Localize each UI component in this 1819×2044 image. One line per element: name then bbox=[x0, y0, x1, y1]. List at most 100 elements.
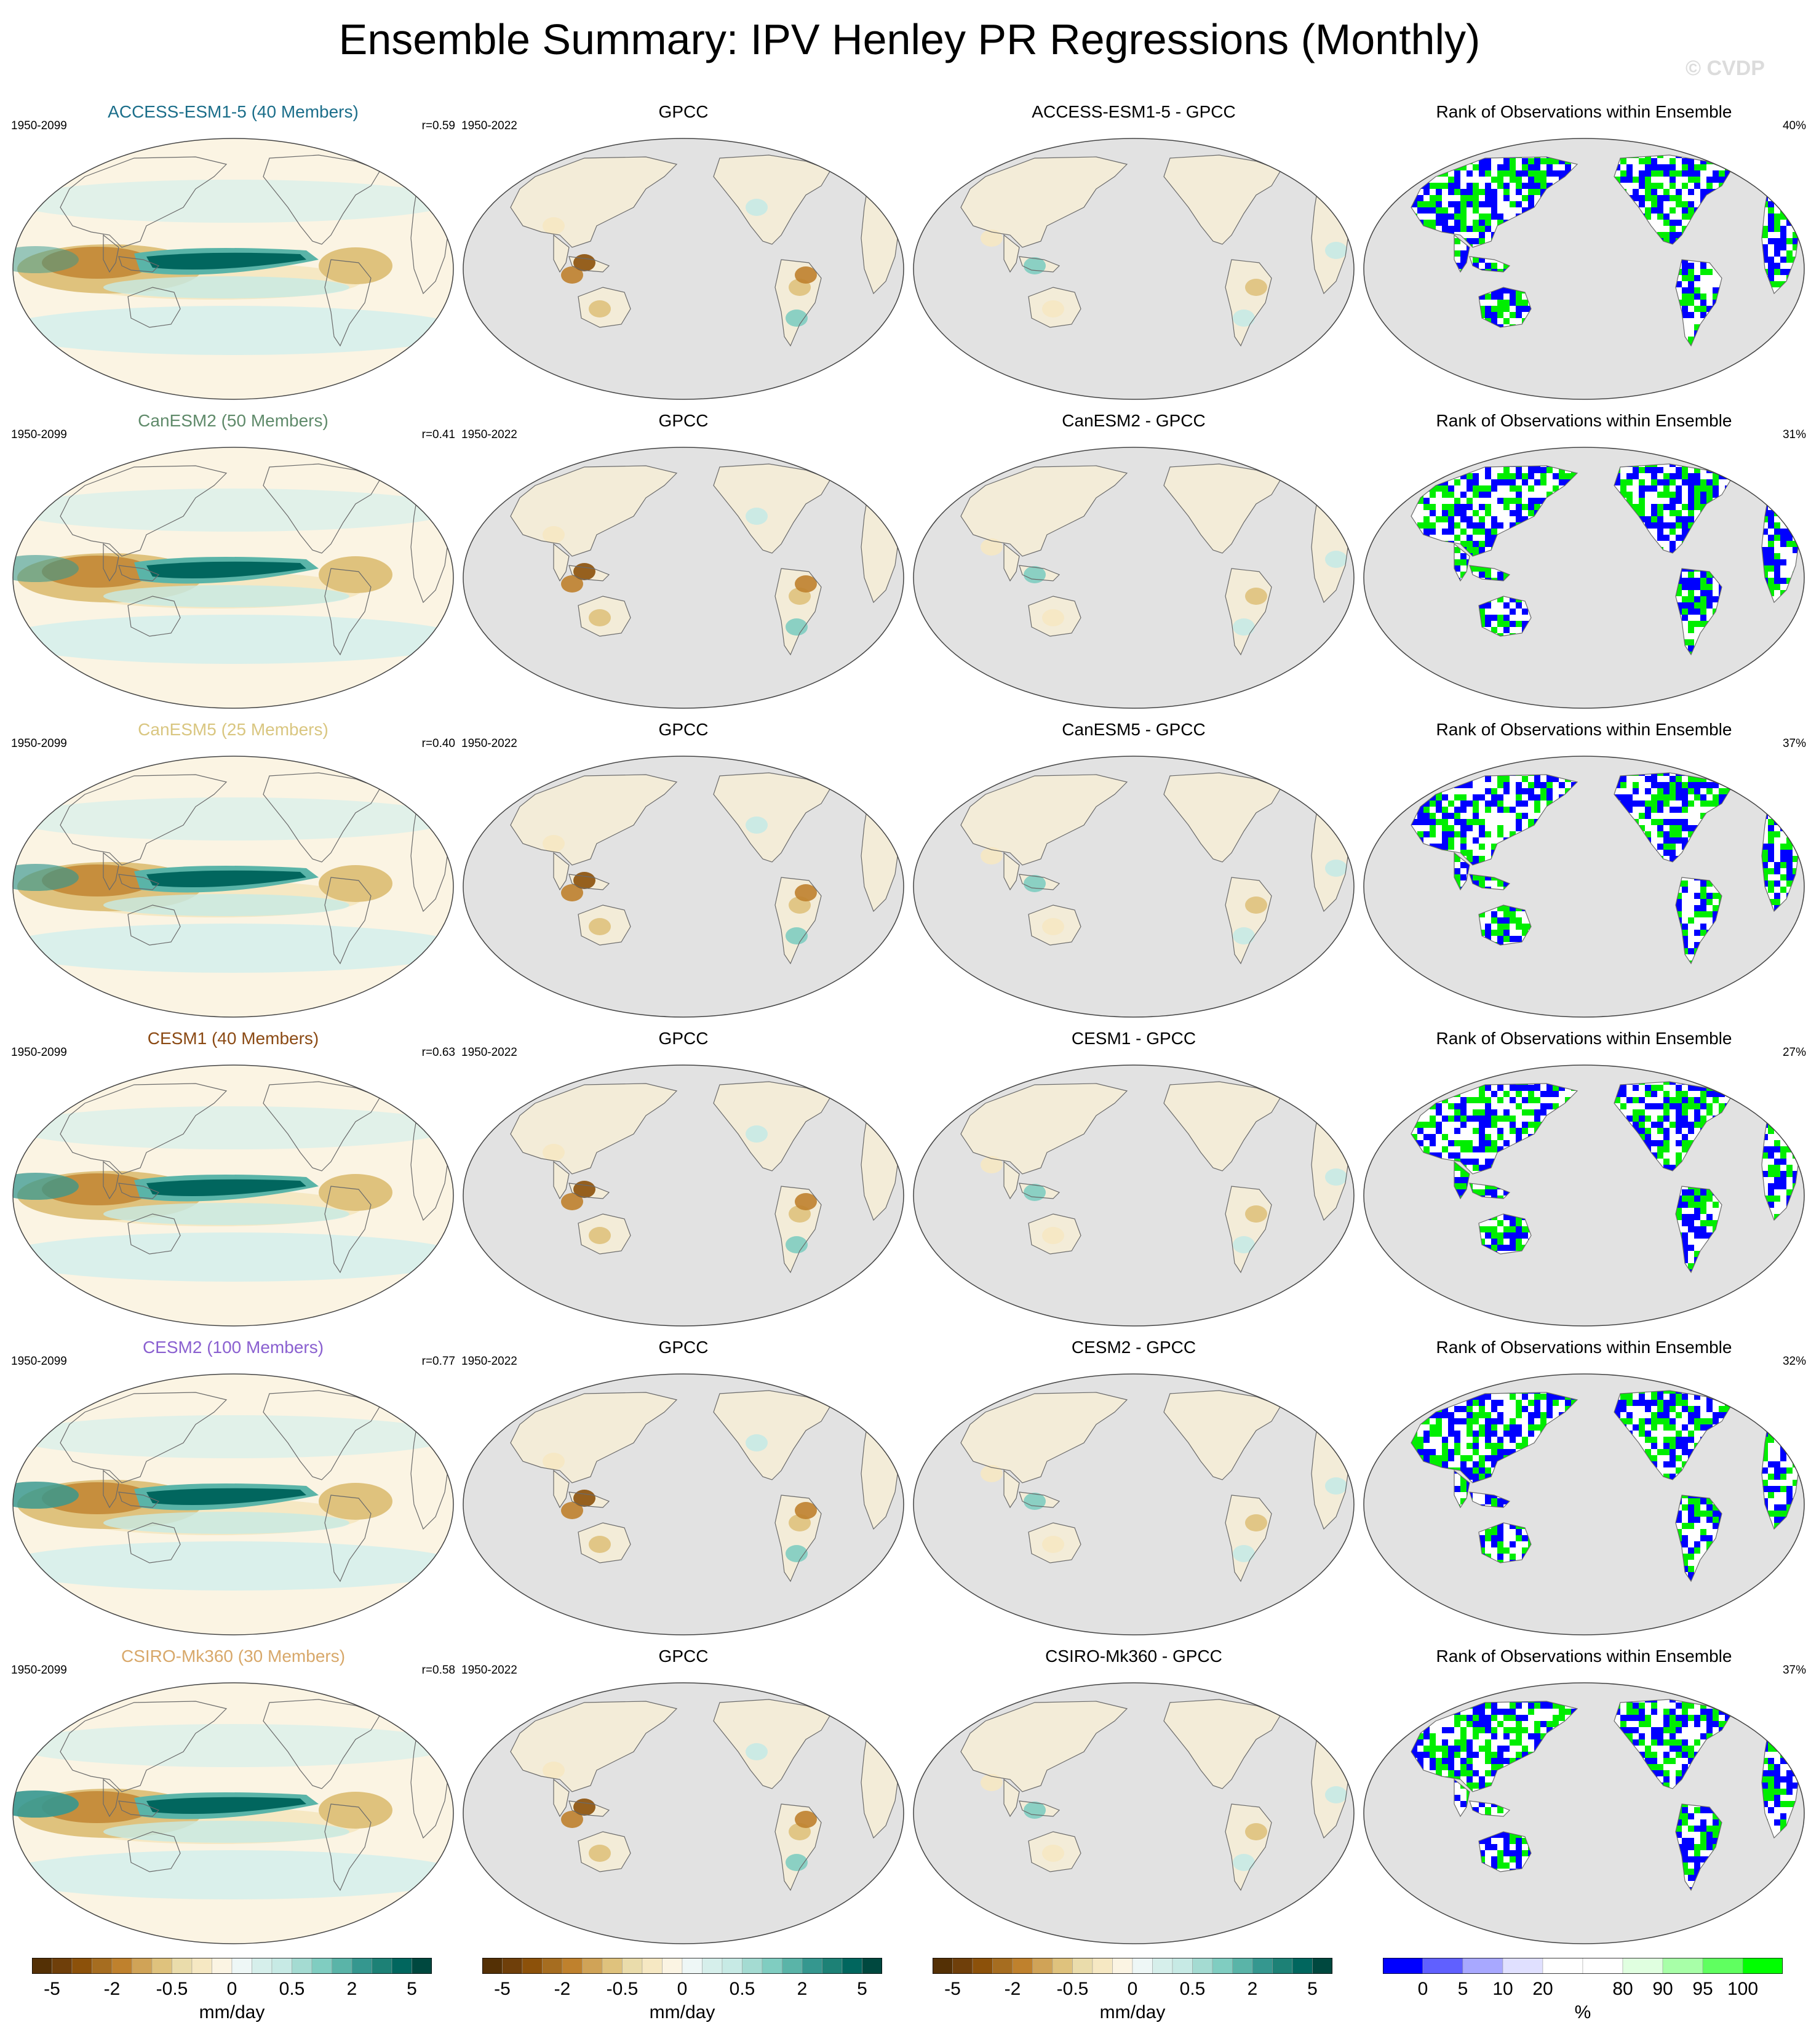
colorbar-tick-label: 0.5 bbox=[268, 1979, 317, 2000]
rank-panel-5: Rank of Observations within Ensemble 32% bbox=[1362, 1337, 1806, 1645]
colorbar-swatch bbox=[272, 1958, 292, 1974]
panel-title: CESM1 - GPCC bbox=[912, 1028, 1356, 1049]
panel-title: CSIRO-Mk360 - GPCC bbox=[912, 1646, 1356, 1667]
rank-map bbox=[1362, 751, 1806, 1022]
panel-title: Rank of Observations within Ensemble bbox=[1362, 1646, 1806, 1667]
obs-map bbox=[461, 134, 906, 404]
difference-map bbox=[912, 134, 1356, 404]
colorbar-swatches bbox=[1383, 1958, 1783, 1974]
colorbar-swatch bbox=[392, 1958, 412, 1974]
colorbar-tick-label: -5 bbox=[478, 1979, 527, 2000]
colorbar-tick-label: -2 bbox=[538, 1979, 587, 2000]
pattern-correlation: r=0.59 bbox=[422, 119, 455, 134]
pattern-correlation: r=0.63 bbox=[422, 1045, 455, 1060]
rank-panel-3: Rank of Observations within Ensemble 37% bbox=[1362, 719, 1806, 1027]
colorbar-swatch bbox=[623, 1958, 643, 1974]
colorbar-swatch bbox=[503, 1958, 523, 1974]
colorbar-swatch bbox=[252, 1958, 273, 1974]
panel-title: GPCC bbox=[461, 1646, 906, 1667]
colorbar-swatch bbox=[1543, 1958, 1583, 1974]
model-panel-4: CESM1 (40 Members) 1950-2099 r=0.63 bbox=[11, 1028, 455, 1336]
colorbar-swatch bbox=[52, 1958, 73, 1974]
rank-colorbar: 0 5 10 20 80 90 95 100% bbox=[1383, 1958, 1783, 2038]
colorbar-swatch bbox=[1463, 1958, 1503, 1974]
colorbar-tick-label: -2 bbox=[87, 1979, 137, 2000]
colorbar-swatch bbox=[292, 1958, 312, 1974]
colorbar-swatch bbox=[1703, 1958, 1743, 1974]
colorbar-swatch bbox=[722, 1958, 742, 1974]
regression-map bbox=[11, 1060, 455, 1331]
rank-percent: 37% bbox=[1783, 1663, 1806, 1678]
obs-panel-2: GPCC 1950-2022 bbox=[461, 410, 906, 718]
model-panel-5: CESM2 (100 Members) 1950-2099 r=0.77 bbox=[11, 1337, 455, 1645]
colorbar-swatch bbox=[802, 1958, 822, 1974]
model-title: CanESM2 (50 Members) bbox=[11, 410, 455, 431]
colorbar-swatch bbox=[682, 1958, 703, 1974]
colorbar-tick-label: -0.5 bbox=[148, 1979, 197, 2000]
colorbar-tick-label: 2 bbox=[327, 1979, 376, 2000]
panel-title: GPCC bbox=[461, 1337, 906, 1358]
page-title: Ensemble Summary: IPV Henley PR Regressi… bbox=[0, 14, 1819, 65]
colorbar-swatch bbox=[1153, 1958, 1173, 1974]
colorbar-tick-label: -5 bbox=[928, 1979, 977, 2000]
colorbar-unit: mm/day bbox=[590, 2002, 774, 2023]
panel-title: Rank of Observations within Ensemble bbox=[1362, 1337, 1806, 1358]
colorbar-swatch bbox=[1172, 1958, 1193, 1974]
colorbar-swatch bbox=[1743, 1958, 1783, 1974]
colorbar-tick-label: 5 bbox=[838, 1979, 887, 2000]
colorbar-swatch bbox=[1013, 1958, 1033, 1974]
colorbar-swatch bbox=[842, 1958, 862, 1974]
panel-title: GPCC bbox=[461, 410, 906, 431]
obs-panel-1: GPCC 1950-2022 bbox=[461, 102, 906, 409]
rank-map bbox=[1362, 442, 1806, 713]
colorbar-swatch bbox=[1233, 1958, 1253, 1974]
year-range: 1950-2022 bbox=[461, 1354, 517, 1369]
panel-title: GPCC bbox=[461, 102, 906, 122]
year-range: 1950-2022 bbox=[461, 428, 517, 442]
model-title: ACCESS-ESM1-5 (40 Members) bbox=[11, 102, 455, 122]
difference-map bbox=[912, 1060, 1356, 1331]
difference-map bbox=[912, 751, 1356, 1022]
colorbar-tick-label: -0.5 bbox=[1048, 1979, 1097, 2000]
colorbar-swatch bbox=[1292, 1958, 1313, 1974]
regression-map bbox=[11, 1369, 455, 1640]
colorbar-swatches bbox=[32, 1958, 432, 1974]
colorbar-swatch bbox=[132, 1958, 153, 1974]
rank-percent: 40% bbox=[1783, 119, 1806, 134]
colorbar-swatch bbox=[703, 1958, 723, 1974]
year-range: 1950-2099 bbox=[11, 1045, 67, 1060]
panel-title: CESM2 - GPCC bbox=[912, 1337, 1356, 1358]
colorbar-tick-label: 100 bbox=[1718, 1979, 1767, 2000]
regression-map bbox=[11, 1678, 455, 1949]
difference-map bbox=[912, 442, 1356, 713]
model-panel-2: CanESM2 (50 Members) 1950-2099 r=0.41 bbox=[11, 410, 455, 718]
rank-panel-2: Rank of Observations within Ensemble 31% bbox=[1362, 410, 1806, 718]
rank-panel-6: Rank of Observations within Ensemble 37% bbox=[1362, 1646, 1806, 1954]
colorbar-swatches bbox=[482, 1958, 882, 1974]
panel-title: Rank of Observations within Ensemble bbox=[1362, 1028, 1806, 1049]
diff-panel-5: CESM2 - GPCC bbox=[912, 1337, 1356, 1645]
colorbar-tick-label: 0.5 bbox=[1168, 1979, 1217, 2000]
rank-map bbox=[1362, 1678, 1806, 1949]
colorbar-swatch bbox=[602, 1958, 623, 1974]
rank-panel-1: Rank of Observations within Ensemble 40% bbox=[1362, 102, 1806, 409]
precip-colorbar: -5 -2 -0.5 0 0.5 2 5 mm/day bbox=[933, 1958, 1332, 2038]
obs-map bbox=[461, 442, 906, 713]
model-panel-3: CanESM5 (25 Members) 1950-2099 r=0.40 bbox=[11, 719, 455, 1027]
colorbar-swatch bbox=[372, 1958, 392, 1974]
colorbar-tick-label: 0.5 bbox=[718, 1979, 767, 2000]
model-title: CESM2 (100 Members) bbox=[11, 1337, 455, 1358]
regression-map bbox=[11, 751, 455, 1022]
colorbar-swatch bbox=[862, 1958, 883, 1974]
colorbar-swatch bbox=[412, 1958, 432, 1974]
pattern-correlation: r=0.41 bbox=[422, 428, 455, 442]
colorbar-swatch bbox=[332, 1958, 352, 1974]
colorbar-swatch bbox=[192, 1958, 212, 1974]
diff-panel-2: CanESM2 - GPCC bbox=[912, 410, 1356, 718]
colorbar-swatch bbox=[1503, 1958, 1543, 1974]
diff-panel-3: CanESM5 - GPCC bbox=[912, 719, 1356, 1027]
precip-colorbar: -5 -2 -0.5 0 0.5 2 5 mm/day bbox=[482, 1958, 882, 2038]
colorbar-swatch bbox=[583, 1958, 603, 1974]
regression-map bbox=[11, 134, 455, 404]
colorbar-swatch bbox=[1383, 1958, 1423, 1974]
